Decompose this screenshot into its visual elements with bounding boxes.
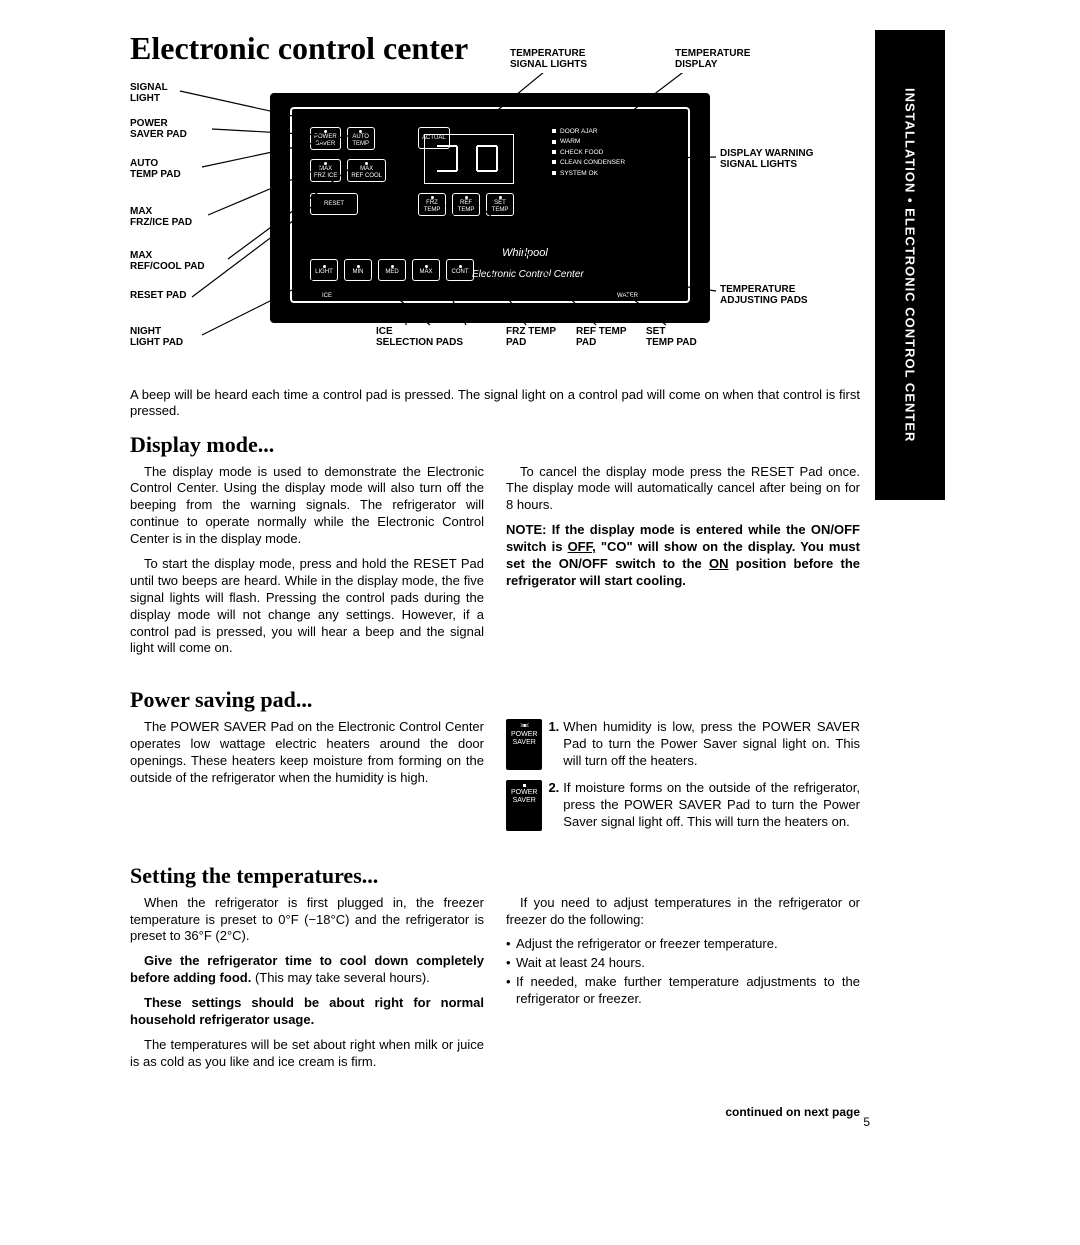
label-water: WATER: [617, 293, 638, 299]
power-saving-p1: The POWER SAVER Pad on the Electronic Co…: [130, 719, 484, 787]
callout-temp-display: TEMPERATUREDISPLAY: [675, 49, 750, 70]
display-mode-p3: To cancel the display mode press the RES…: [506, 464, 860, 515]
power-saver-icon-off: POWERSAVER: [506, 780, 542, 831]
bullet-2: Wait at least 24 hours.: [506, 955, 860, 972]
callout-power-saver-pad: POWERSAVER PAD: [130, 119, 187, 140]
power-saving-item-1: ≥∎≤POWERSAVER 1. When humidity is low, p…: [506, 719, 860, 770]
btn-power-saver: POWERSAVER: [310, 127, 341, 150]
panel-subtitle: Electronic Control Center: [472, 269, 584, 280]
btn-med: MED: [378, 259, 406, 281]
btn-set-temp: SETTEMP: [486, 193, 514, 216]
heading-power-saving: Power saving pad...: [130, 687, 860, 713]
callout-frz-temp-pad: FRZ TEMPPAD: [506, 327, 556, 348]
brand-logo-text: Whirlpool: [502, 247, 548, 259]
intro-paragraph: A beep will be heard each time a control…: [130, 387, 860, 420]
status-light-list: DOOR AJAR WARM CHECK FOOD CLEAN CONDENSE…: [552, 127, 625, 179]
display-mode-note: NOTE: If the display mode is entered whi…: [506, 522, 860, 590]
callout-temp-adj-pads: TEMPERATUREADJUSTING PADS: [720, 285, 808, 306]
setting-temps-columns: When the refrigerator is first plugged i…: [130, 895, 860, 1079]
setting-temps-p4: The temperatures will be set about right…: [130, 1037, 484, 1071]
temp-display: [424, 134, 514, 184]
btn-max: MAX: [412, 259, 440, 281]
callout-ice-selection-pads: ICESELECTION PADS: [376, 327, 463, 348]
page-content: Electronic control center SIGNALLIGHT PO…: [130, 30, 860, 1079]
heading-display-mode: Display mode...: [130, 432, 860, 458]
btn-ref-temp: REFTEMP: [452, 193, 480, 216]
callout-ref-temp-pad: REF TEMPPAD: [576, 327, 627, 348]
btn-max-frz: MAXFRZ ICE: [310, 159, 341, 182]
control-panel-illustration: POWERSAVER AUTOTEMP ACTUAL MAXFRZ ICE MA…: [270, 93, 710, 323]
continued-footer: continued on next page: [725, 1105, 860, 1119]
setting-temps-bullets: Adjust the refrigerator or freezer tempe…: [506, 936, 860, 1008]
display-mode-p1: The display mode is used to demonstrate …: [130, 464, 484, 548]
btn-frz-temp: FRZTEMP: [418, 193, 446, 216]
callout-max-frz-ice-pad: MAXFRZ/ICE PAD: [130, 207, 192, 228]
bullet-3: If needed, make further temperature adju…: [506, 974, 860, 1008]
btn-light: LIGHT: [310, 259, 338, 281]
page-title: Electronic control center: [130, 30, 468, 67]
setting-temps-p2: Give the refrigerator time to cool down …: [130, 953, 484, 987]
callout-auto-temp-pad: AUTOTEMP PAD: [130, 159, 181, 180]
btn-max-ref: MAXREF COOL: [347, 159, 386, 182]
btn-min: MIN: [344, 259, 372, 281]
power-saver-icon-on: ≥∎≤POWERSAVER: [506, 719, 542, 770]
label-ice: ICE: [322, 293, 332, 299]
btn-reset: RESET: [310, 193, 358, 215]
setting-temps-p5: If you need to adjust temperatures in th…: [506, 895, 860, 929]
callout-set-temp-pad: SETTEMP PAD: [646, 327, 697, 348]
callout-night-light-pad: NIGHTLIGHT PAD: [130, 327, 183, 348]
heading-setting-temps: Setting the temperatures...: [130, 863, 860, 889]
page-number: 5: [863, 1115, 870, 1129]
setting-temps-p1: When the refrigerator is first plugged i…: [130, 895, 484, 946]
sidebar-section-label: INSTALLATION • ELECTRONIC CONTROL CENTER: [875, 30, 945, 500]
control-center-diagram: SIGNALLIGHT POWERSAVER PAD AUTOTEMP PAD …: [130, 73, 860, 373]
callout-temp-signal-lights: TEMPERATURESIGNAL LIGHTS: [510, 49, 587, 70]
display-mode-p2: To start the display mode, press and hol…: [130, 556, 484, 657]
btn-auto-temp: AUTOTEMP: [347, 127, 375, 150]
setting-temps-p3: These settings should be about right for…: [130, 995, 484, 1029]
bullet-1: Adjust the refrigerator or freezer tempe…: [506, 936, 860, 953]
btn-cont: CONT: [446, 259, 474, 281]
callout-signal-light: SIGNALLIGHT: [130, 83, 168, 104]
power-saving-item-2: POWERSAVER 2. If moisture forms on the o…: [506, 780, 860, 831]
callout-max-ref-cool-pad: MAXREF/COOL PAD: [130, 251, 205, 272]
power-saving-columns: The POWER SAVER Pad on the Electronic Co…: [130, 719, 860, 840]
display-mode-columns: The display mode is used to demonstrate …: [130, 464, 860, 666]
callout-reset-pad: RESET PAD: [130, 291, 187, 302]
callout-display-warning: DISPLAY WARNINGSIGNAL LIGHTS: [720, 149, 813, 170]
